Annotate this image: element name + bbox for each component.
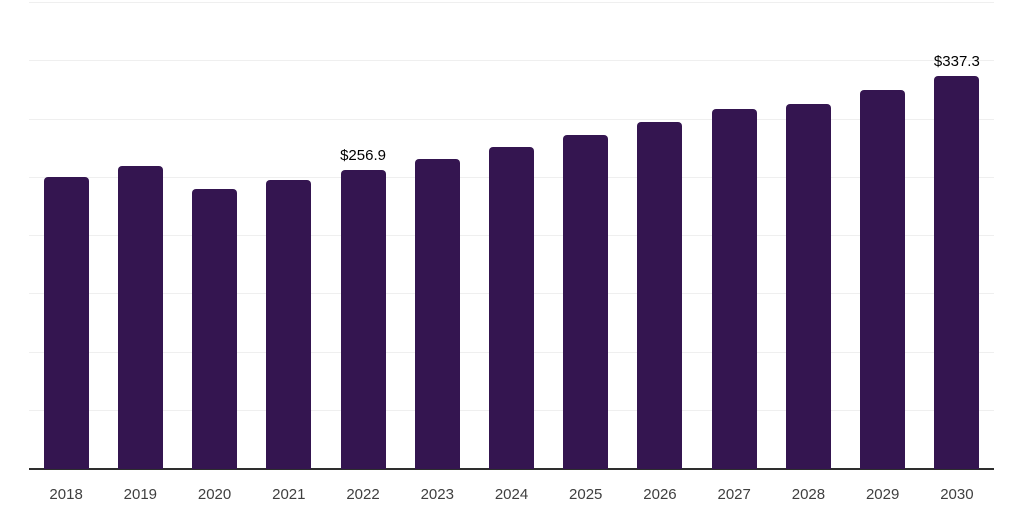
- bar-value-label-2030: $337.3: [933, 53, 980, 71]
- gridline: [29, 118, 994, 120]
- x-tick-label-2020: 2020: [197, 486, 232, 503]
- x-tick-label-2023: 2023: [420, 486, 454, 503]
- bar-2023: [414, 158, 460, 469]
- bar-2019: [117, 165, 163, 469]
- x-tick-label-2025: 2025: [569, 486, 603, 503]
- plot-area: $256.9 $337.3: [29, 2, 994, 470]
- x-tick-label-2030: 2030: [940, 486, 974, 503]
- bar-2028: [785, 103, 831, 469]
- bar-2030: [934, 76, 980, 469]
- x-axis-line: [29, 468, 994, 470]
- bar-2018: [43, 176, 89, 469]
- x-tick-label-2018: 2018: [49, 486, 83, 503]
- bar-value-label-2022: $256.9: [340, 146, 386, 164]
- bar-2026: [637, 121, 683, 469]
- x-tick-label-2026: 2026: [643, 486, 677, 503]
- gridline: [29, 60, 994, 62]
- bar-2029: [860, 89, 906, 469]
- bar-2027: [711, 108, 757, 469]
- x-tick-label-2029: 2029: [865, 486, 900, 503]
- bar-2024: [489, 146, 534, 469]
- bar-2020: [192, 188, 238, 469]
- bar-2021: [266, 179, 312, 469]
- x-tick-label-2024: 2024: [494, 486, 529, 503]
- gridline: [29, 2, 994, 3]
- bar-2022: [340, 169, 386, 469]
- x-axis: 2018 2019 2020 2021 2022 2023 2024 2025 2026 2027…: [29, 481, 994, 503]
- x-tick-label-2028: 2028: [791, 486, 826, 503]
- x-tick-label-2021: 2021: [272, 486, 306, 503]
- x-tick-label-2027: 2027: [717, 486, 751, 503]
- bar-2025: [563, 134, 609, 469]
- x-tick-label-2022: 2022: [346, 486, 380, 503]
- x-tick-label-2019: 2019: [123, 486, 158, 503]
